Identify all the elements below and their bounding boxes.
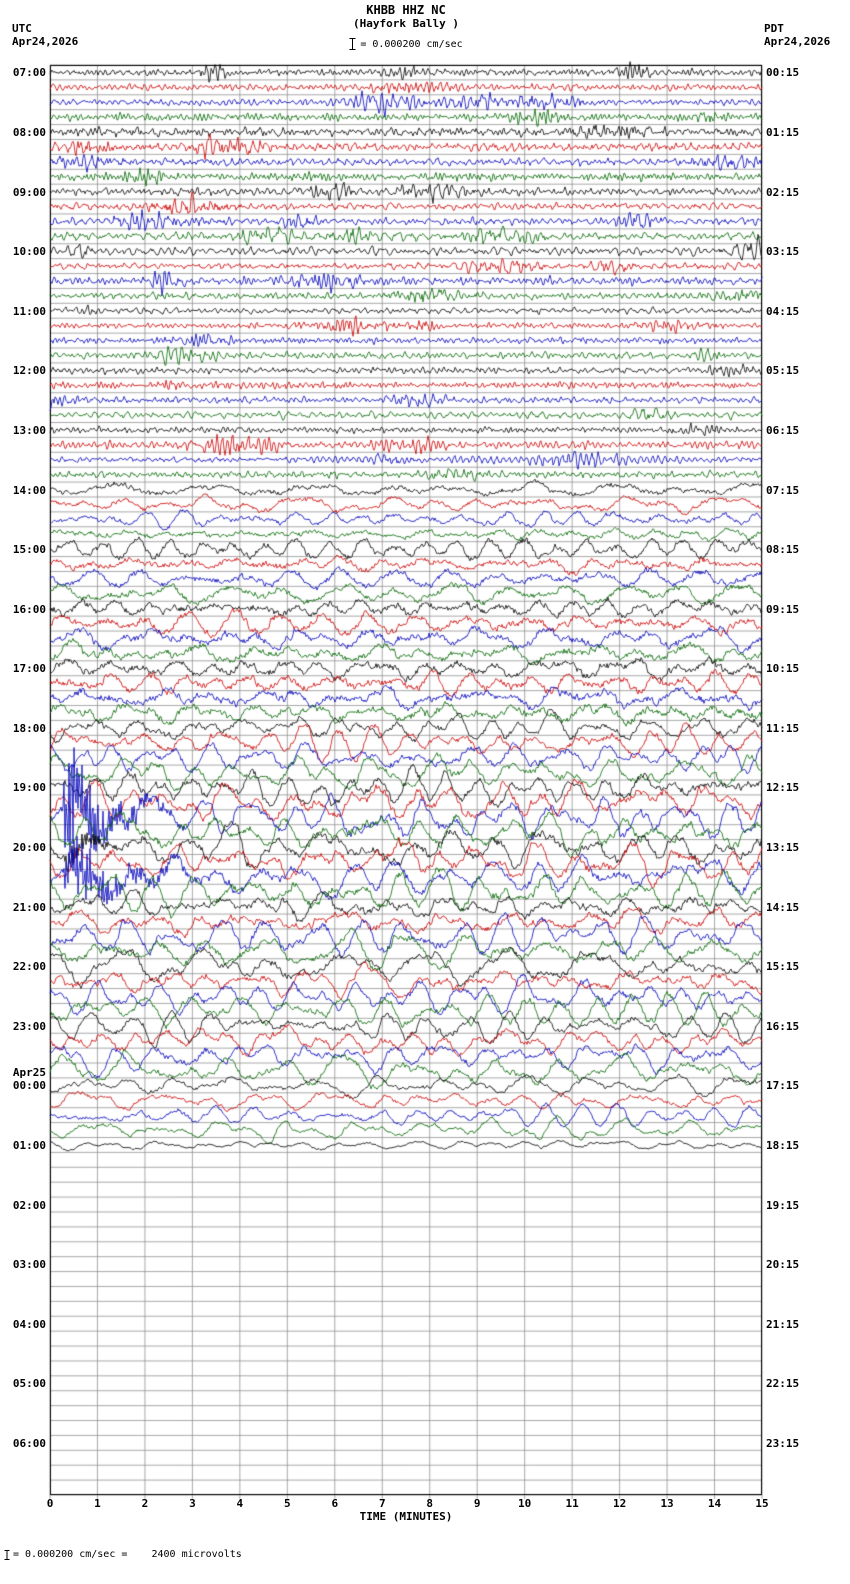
utc-hour-label: 04:00 xyxy=(12,1317,46,1331)
scale-text: = 0.000200 cm/sec xyxy=(360,39,463,50)
pdt-hour-label: 11:15 xyxy=(766,721,800,735)
pdt-hour-label: 08:15 xyxy=(766,543,800,557)
x-axis-tick-label: 9 xyxy=(473,1497,481,1510)
utc-date-change-label: Apr25 xyxy=(12,1066,46,1080)
utc-corner: UTC Apr24,2026 xyxy=(12,22,78,48)
utc-hour-label: 22:00 xyxy=(12,960,46,974)
scale-line: = 0.000200 cm/sec xyxy=(0,38,812,50)
pdt-hour-label: 07:15 xyxy=(766,483,800,497)
pdt-hour-label: 20:15 xyxy=(766,1258,800,1272)
x-axis-tick-label: 3 xyxy=(189,1497,196,1510)
pdt-hour-label: 16:15 xyxy=(766,1019,800,1033)
utc-hour-label: 21:00 xyxy=(12,900,46,914)
utc-hour-label: 23:00 xyxy=(12,1019,46,1033)
x-axis-tick-label: 6 xyxy=(331,1497,339,1510)
utc-hour-label: 07:00 xyxy=(12,66,46,80)
x-axis-tick-label: 0 xyxy=(46,1497,54,1510)
station-location: (Hayfork Bally ) xyxy=(353,17,459,30)
utc-label: UTC xyxy=(12,22,32,35)
pdt-hour-label: 13:15 xyxy=(766,841,800,855)
pdt-hour-label: 03:15 xyxy=(766,245,800,259)
pdt-hour-label: 22:15 xyxy=(766,1377,800,1391)
utc-hour-label: 02:00 xyxy=(12,1198,46,1212)
pdt-hour-label: 23:15 xyxy=(766,1436,800,1450)
station-title: KHBB HHZ NC xyxy=(366,3,446,17)
x-axis-title: TIME (MINUTES) xyxy=(359,1510,453,1523)
footer-scale-text: = 0.000200 cm/sec = 2400 microvolts xyxy=(13,1549,242,1560)
utc-hour-label: 06:00 xyxy=(12,1436,46,1450)
utc-hour-label: 00:00 xyxy=(12,1079,46,1093)
utc-hour-label: 05:00 xyxy=(12,1377,46,1391)
pdt-hour-label: 14:15 xyxy=(766,900,800,914)
x-axis-tick-label: 1 xyxy=(94,1497,101,1510)
utc-hour-label: 12:00 xyxy=(12,364,46,378)
x-axis-tick-label: 13 xyxy=(660,1497,674,1510)
pdt-hour-label: 19:15 xyxy=(766,1198,800,1212)
utc-hour-label: 14:00 xyxy=(12,483,46,497)
header-center: KHBB HHZ NC (Hayfork Bally ) xyxy=(0,3,812,31)
x-axis-tick-label: 2 xyxy=(141,1497,149,1510)
utc-hour-label: 09:00 xyxy=(12,185,46,199)
utc-hour-label: 19:00 xyxy=(12,781,46,795)
utc-hour-label: 13:00 xyxy=(12,423,46,437)
pdt-corner: PDT Apr24,2026 xyxy=(764,22,830,48)
pdt-hour-label: 12:15 xyxy=(766,781,800,795)
utc-hour-label: 18:00 xyxy=(12,721,46,735)
pdt-hour-label: 00:15 xyxy=(766,66,800,80)
pdt-hour-label: 17:15 xyxy=(766,1079,800,1093)
x-axis-tick-label: 10 xyxy=(518,1497,532,1510)
x-axis-tick-label: 11 xyxy=(565,1497,579,1510)
pdt-hour-label: 05:15 xyxy=(766,364,800,378)
x-axis-tick-label: 8 xyxy=(426,1497,434,1510)
utc-hour-label: 10:00 xyxy=(12,245,46,259)
pdt-hour-label: 02:15 xyxy=(766,185,800,199)
utc-hour-label: 01:00 xyxy=(12,1138,46,1152)
pdt-label: PDT xyxy=(764,22,784,35)
x-axis-tick-label: 14 xyxy=(707,1497,722,1510)
utc-hour-label: 20:00 xyxy=(12,841,46,855)
x-axis-tick-label: 7 xyxy=(378,1497,386,1510)
footer-scale-note: = 0.000200 cm/sec = 2400 microvolts xyxy=(4,1549,242,1560)
scale-bar-icon xyxy=(349,38,356,50)
utc-hour-label: 11:00 xyxy=(12,304,46,318)
pdt-hour-label: 18:15 xyxy=(766,1138,800,1152)
pdt-hour-label: 01:15 xyxy=(766,126,800,140)
x-axis-tick-label: 5 xyxy=(284,1497,291,1510)
x-axis-tick-label: 4 xyxy=(236,1497,244,1510)
utc-hour-label: 17:00 xyxy=(12,662,46,676)
x-axis-tick-label: 12 xyxy=(612,1497,627,1510)
utc-hour-label: 15:00 xyxy=(12,543,46,557)
utc-hour-label: 16:00 xyxy=(12,602,46,616)
pdt-hour-label: 10:15 xyxy=(766,662,800,676)
pdt-hour-label: 04:15 xyxy=(766,304,800,318)
pdt-date: Apr24,2026 xyxy=(764,35,831,48)
pdt-hour-label: 15:15 xyxy=(766,960,800,974)
pdt-hour-label: 06:15 xyxy=(766,423,800,437)
x-axis-tick-label: 15 xyxy=(755,1497,769,1510)
pdt-hour-label: 09:15 xyxy=(766,602,800,616)
utc-date: Apr24,2026 xyxy=(12,35,79,48)
utc-hour-label: 03:00 xyxy=(12,1258,46,1272)
utc-hour-label: 08:00 xyxy=(12,126,46,140)
pdt-hour-label: 21:15 xyxy=(766,1317,800,1331)
scale-bar-icon xyxy=(4,1549,10,1560)
